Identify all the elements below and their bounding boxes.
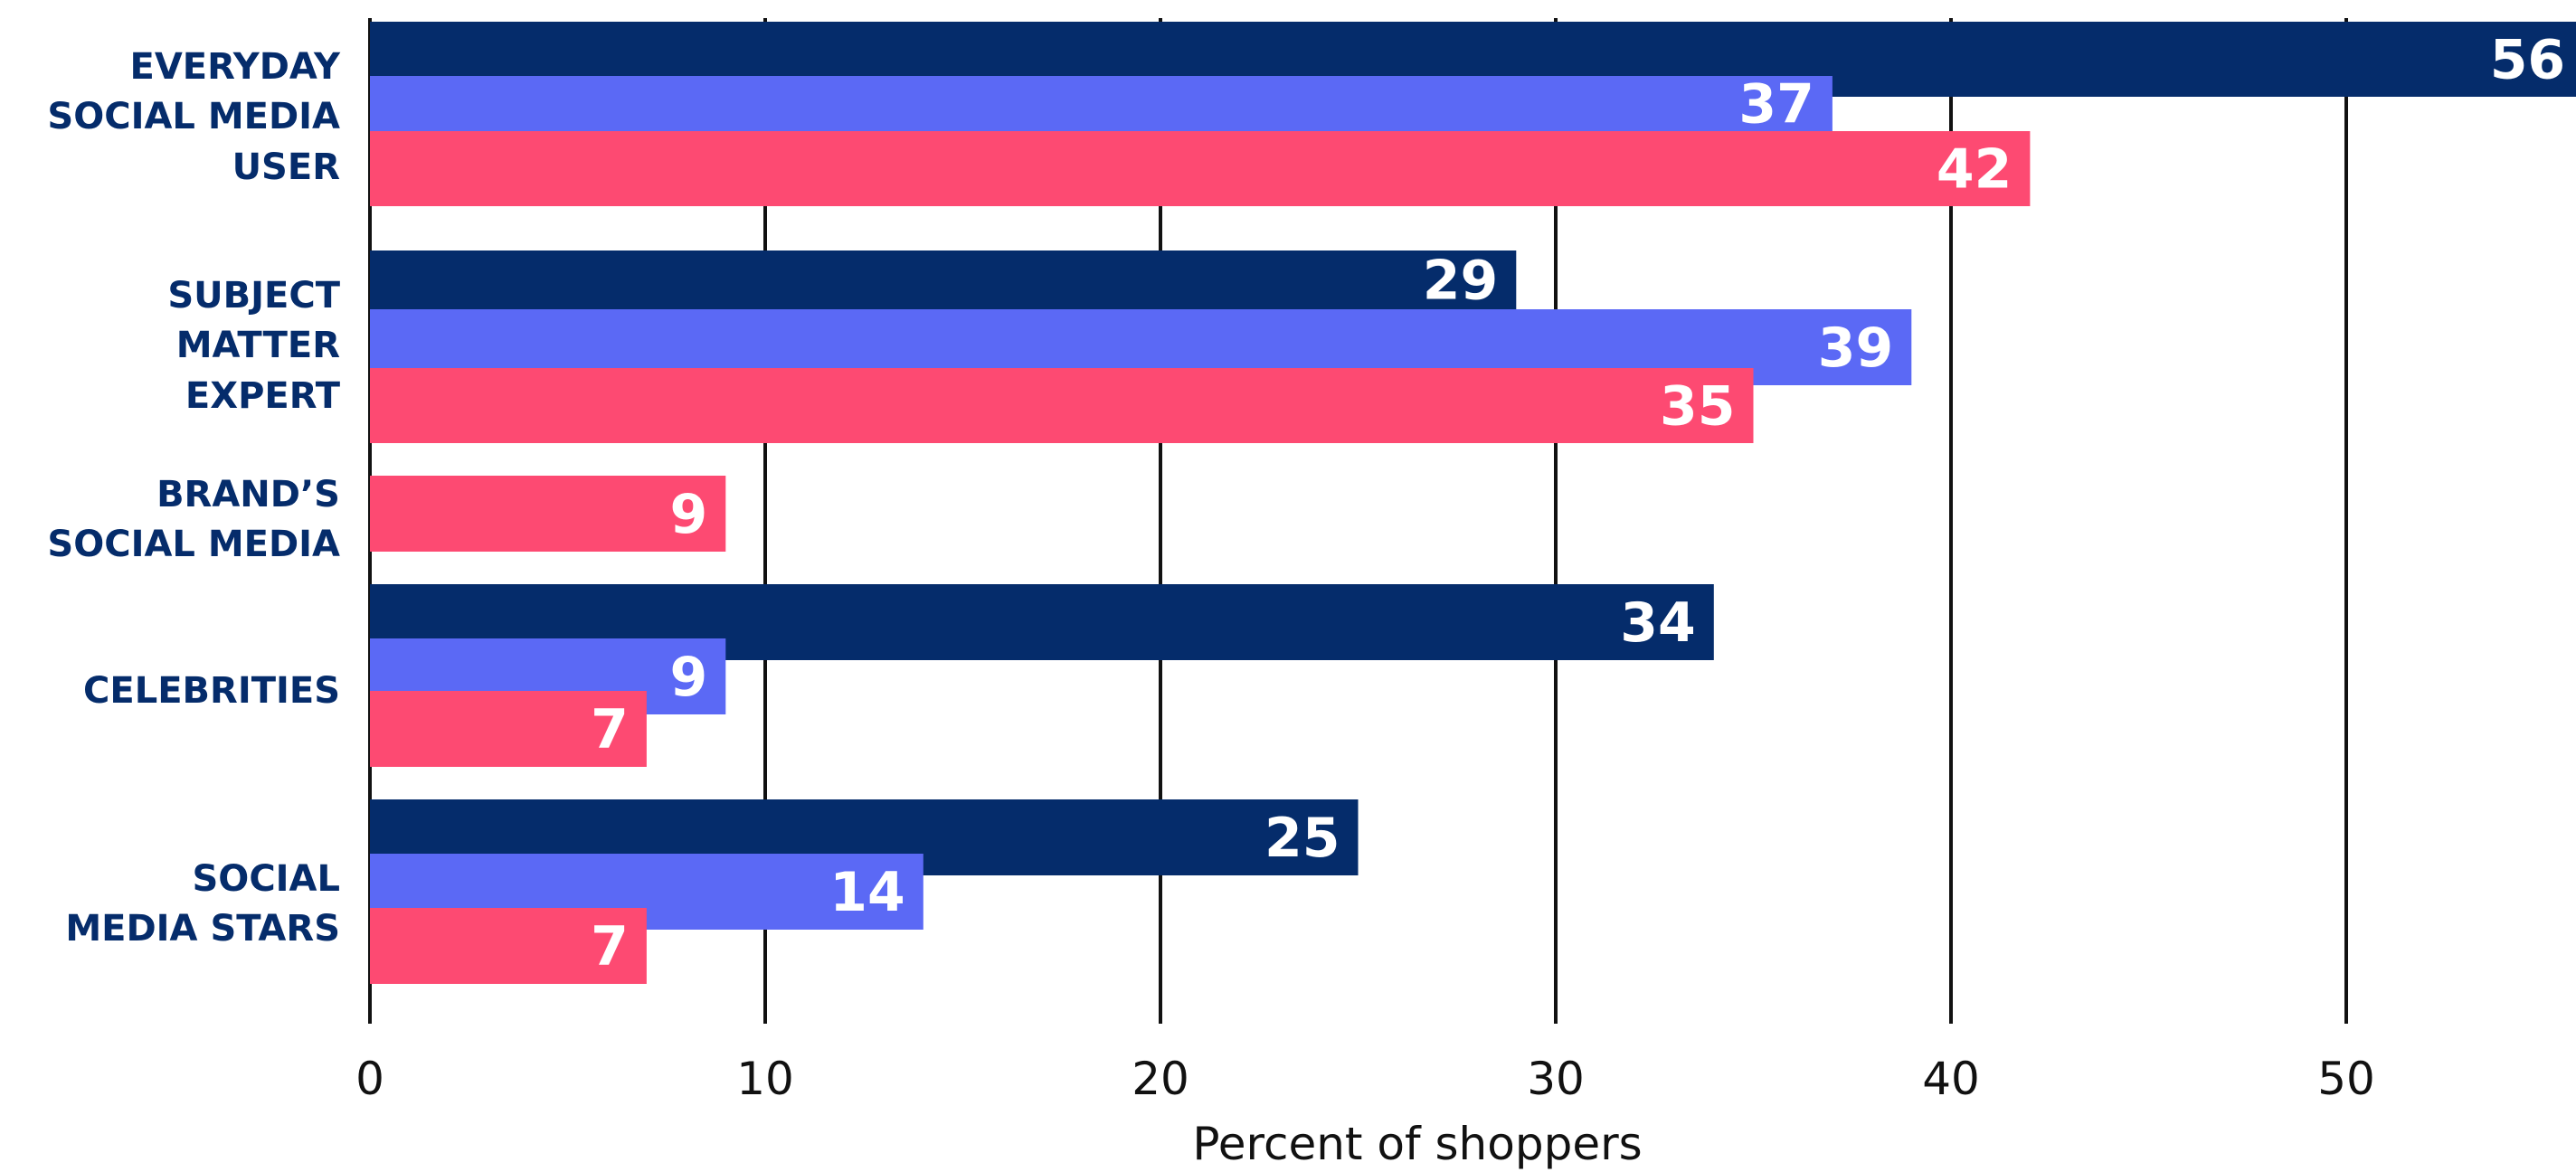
category-label: EVERYDAY <box>130 46 342 88</box>
x-tick-label: 20 <box>1132 1053 1189 1105</box>
x-axis-title: Percent of shoppers <box>1192 1118 1642 1170</box>
bar-value-label: 7 <box>591 915 629 978</box>
bar-value-label: 29 <box>1423 250 1499 313</box>
x-tick-label: 0 <box>355 1053 384 1105</box>
category-label: SOCIAL MEDIA <box>47 524 340 565</box>
bar-value-label: 56 <box>2490 29 2566 92</box>
category-label: EXPERT <box>185 375 341 417</box>
x-tick-label: 30 <box>1527 1053 1585 1105</box>
bar-value-label: 37 <box>1738 73 1814 137</box>
category-label: SOCIAL <box>193 858 341 900</box>
category-label: MATTER <box>176 325 340 366</box>
category-label: SOCIAL MEDIA <box>47 96 340 137</box>
x-tick-label: 50 <box>2317 1053 2375 1105</box>
x-tick-labels: 0 10 20 30 40 50 <box>355 1053 2375 1105</box>
bar <box>370 691 647 767</box>
bar-value-label: 9 <box>670 646 708 709</box>
bar <box>370 131 2031 206</box>
bar-value-label: 25 <box>1264 807 1340 870</box>
category-label: BRAND’S <box>156 474 340 515</box>
category-labels: EVERYDAY SOCIAL MEDIA USER SUBJECT MATTER EXP… <box>47 46 341 950</box>
category-label: CELEBRITIES <box>83 670 340 712</box>
bar-value-label: 42 <box>1937 138 2012 202</box>
bar <box>370 368 1754 443</box>
category-label: MEDIA STARS <box>65 908 340 950</box>
bar <box>370 476 726 552</box>
bar-value-label: 35 <box>1660 375 1736 439</box>
category-label: USER <box>232 146 340 188</box>
bar <box>370 250 1517 309</box>
bar <box>370 76 1833 131</box>
bar <box>370 908 647 984</box>
x-tick-label: 10 <box>736 1053 794 1105</box>
category-label: SUBJECT <box>167 275 340 317</box>
bar-value-label: 34 <box>1620 591 1696 655</box>
bar-value-label: 39 <box>1818 317 1894 380</box>
x-tick-label: 40 <box>1922 1053 1980 1105</box>
bar-value-label: 14 <box>829 861 905 924</box>
bar-value-label: 9 <box>670 483 708 546</box>
bar-value-label: 7 <box>591 698 629 761</box>
